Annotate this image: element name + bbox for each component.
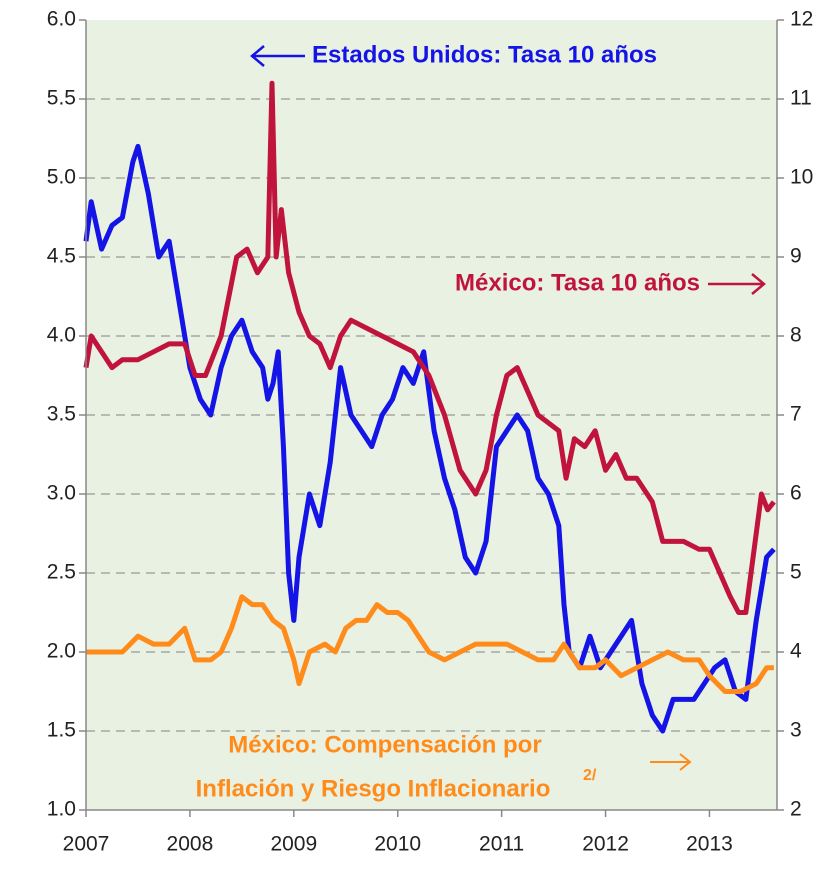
x-tick-label: 2008: [167, 833, 214, 856]
annotation-bg: [372, 266, 772, 302]
y2-tick-label: 5: [790, 561, 802, 584]
y-tick-label: 3.0: [47, 482, 76, 505]
series-line: [83, 80, 776, 615]
y2-tick-label: 11: [790, 87, 812, 110]
y-tick-label: 3.5: [47, 403, 76, 426]
y-tick-label: 2.5: [47, 561, 76, 584]
x-tick-label: 2011: [479, 833, 524, 856]
y2-tick-label: 6: [790, 482, 802, 505]
series-line: [86, 594, 774, 694]
y-tick-label: 1.5: [47, 719, 76, 742]
arrow: [708, 273, 766, 295]
y2-tick-label: 7: [790, 403, 802, 426]
y-tick-label: 5.5: [47, 87, 76, 110]
x-tick-label: 2013: [686, 833, 733, 856]
y2-tick-label: 9: [790, 245, 802, 268]
series-line: [83, 143, 776, 734]
annotation: Inflación y Riesgo Inflacionario: [196, 775, 551, 802]
y2-tick-label: 12: [790, 8, 813, 31]
y-tick-label: 4.0: [47, 324, 76, 347]
arrow: [250, 45, 305, 67]
y2-tick-label: 8: [790, 324, 802, 347]
annotation-superscript: 2/: [583, 767, 597, 784]
y-tick-label: 5.0: [47, 166, 76, 189]
y-tick-label: 6.0: [47, 8, 76, 31]
y-tick-label: 4.5: [47, 245, 76, 268]
x-tick-label: 2007: [63, 833, 110, 856]
y2-tick-label: 3: [790, 719, 802, 742]
x-tick-label: 2010: [374, 833, 421, 856]
y2-tick-label: 10: [790, 166, 813, 189]
y-tick-label: 2.0: [47, 640, 76, 663]
annotation: México: Compensación por: [228, 731, 541, 758]
x-tick-label: 2012: [582, 833, 629, 856]
y-tick-label: 1.0: [47, 798, 76, 821]
annotation: Estados Unidos: Tasa 10 años: [312, 41, 657, 68]
annotation-bg: [245, 38, 755, 74]
x-tick-label: 2009: [270, 833, 317, 856]
y2-tick-label: 2: [790, 798, 802, 821]
arrow: [650, 753, 692, 771]
y2-tick-label: 4: [790, 640, 802, 663]
annotation: México: Tasa 10 años: [455, 269, 700, 296]
